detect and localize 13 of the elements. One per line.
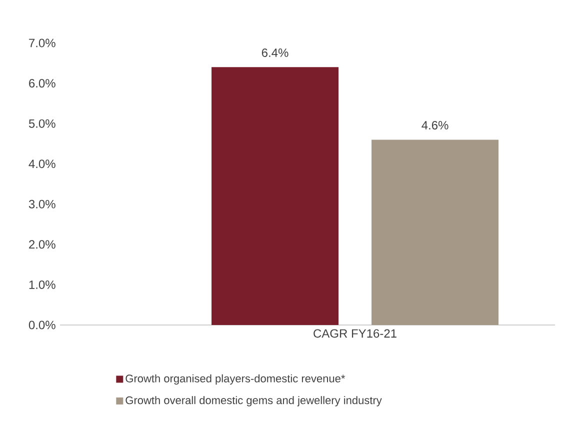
y-tick-label: 7.0% xyxy=(29,38,56,48)
data-label: 4.6% xyxy=(422,120,448,130)
x-tick-label: CAGR FY16-21 xyxy=(314,329,396,338)
y-tick-label: 1.0% xyxy=(29,280,56,289)
y-tick-label: 3.0% xyxy=(28,200,56,208)
y-tick-label: 6.0% xyxy=(29,79,56,88)
legend-label: Growth organised players-domestic revenue* xyxy=(126,374,346,385)
y-tick-label: 2.0% xyxy=(29,240,56,249)
y-tick-label: 0.0% xyxy=(28,320,56,330)
legend-label: Growth overall domestic gems and jewellery industry xyxy=(126,396,382,406)
y-tick-label: 4.0% xyxy=(28,160,56,168)
data-label: 6.4% xyxy=(262,48,288,57)
y-tick-label: 5.0% xyxy=(28,119,56,128)
